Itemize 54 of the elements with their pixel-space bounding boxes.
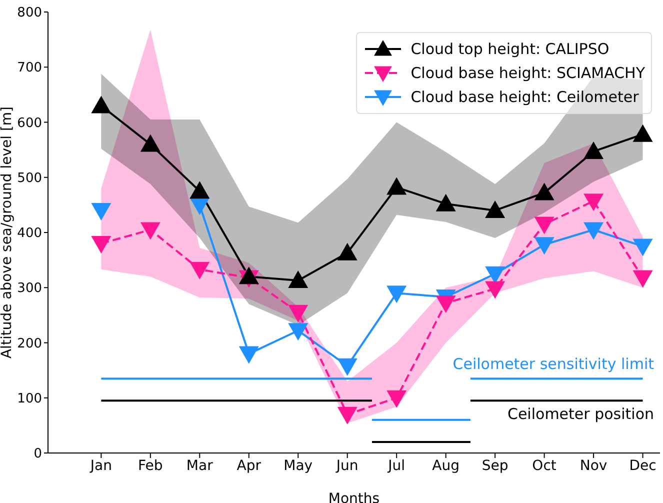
x-tick-label: Feb bbox=[138, 458, 163, 474]
point bbox=[584, 222, 604, 240]
point bbox=[140, 134, 160, 152]
point bbox=[238, 346, 259, 364]
point bbox=[436, 296, 456, 314]
point bbox=[190, 262, 210, 280]
point bbox=[91, 202, 112, 220]
legend-label: Cloud base height: Ceilometer bbox=[410, 88, 639, 106]
point bbox=[632, 124, 653, 142]
point bbox=[91, 236, 112, 254]
point bbox=[632, 270, 653, 288]
point bbox=[534, 237, 554, 255]
y-tick-label: 300 bbox=[17, 281, 42, 296]
point bbox=[337, 406, 358, 424]
x-tick-label: Sep bbox=[482, 458, 508, 474]
y-tick-label: 800 bbox=[17, 6, 42, 21]
x-tick-label: May bbox=[284, 458, 313, 474]
point bbox=[485, 281, 506, 299]
point bbox=[386, 177, 407, 195]
series-label: Ceilometer sensitivity limit bbox=[452, 354, 654, 373]
y-tick-label: 400 bbox=[17, 226, 42, 242]
x-tick-label: Aug bbox=[432, 458, 460, 474]
point bbox=[534, 216, 554, 234]
y-tick-label: 200 bbox=[17, 336, 42, 352]
y-tick-label: 0 bbox=[34, 446, 42, 462]
point bbox=[386, 390, 407, 408]
point bbox=[534, 182, 554, 200]
point bbox=[386, 286, 407, 304]
x-tick-label: Jul bbox=[387, 458, 406, 474]
x-tick-label: Nov bbox=[580, 458, 608, 474]
x-tick-label: Oct bbox=[532, 458, 557, 474]
series-label: Ceilometer position bbox=[507, 404, 654, 423]
x-tick-label: Jan bbox=[89, 458, 112, 474]
point bbox=[337, 358, 358, 376]
y-tick-label: 500 bbox=[17, 170, 42, 186]
point bbox=[584, 141, 604, 159]
point bbox=[91, 96, 112, 114]
x-tick-label: Apr bbox=[236, 458, 262, 474]
y-tick-label: 600 bbox=[17, 116, 42, 131]
point bbox=[288, 323, 308, 341]
x-axis-title: Months bbox=[328, 491, 380, 503]
x-tick-label: Mar bbox=[186, 458, 214, 474]
point bbox=[140, 222, 160, 240]
x-tick-label: Jun bbox=[335, 458, 358, 474]
point bbox=[584, 194, 604, 212]
point bbox=[436, 194, 456, 212]
point bbox=[632, 238, 653, 256]
y-tick-label: 100 bbox=[17, 391, 42, 406]
x-tick-label: Dec bbox=[629, 458, 656, 474]
legend-label: Cloud base height: SCIAMACHY bbox=[410, 64, 645, 82]
legend-label: Cloud top height: CALIPSO bbox=[410, 40, 610, 58]
y-axis-title: Altitude above sea/ground level [m] bbox=[0, 106, 15, 359]
point bbox=[190, 181, 210, 199]
y-tick-label: 700 bbox=[17, 60, 42, 76]
